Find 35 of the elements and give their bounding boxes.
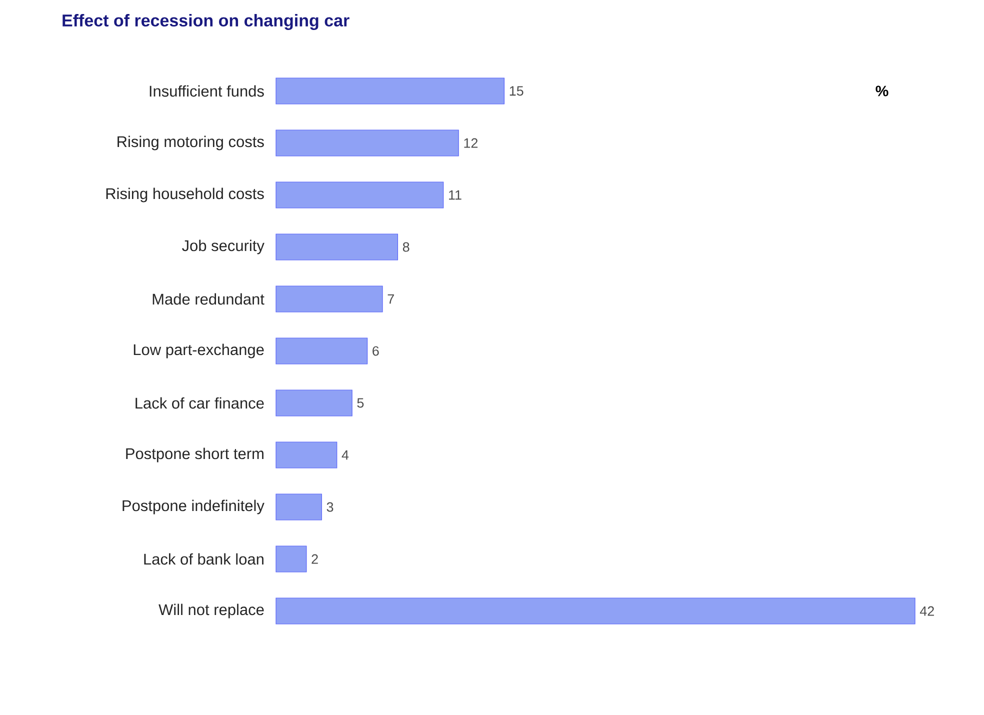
bar	[276, 494, 322, 520]
data-label: 15	[510, 86, 524, 96]
bar	[276, 338, 368, 364]
bar	[276, 598, 916, 624]
bar	[276, 182, 444, 208]
y-tick-label: Low part-exchange	[134, 344, 264, 358]
chart-title: Effect of recession on changing car	[62, 14, 350, 30]
y-tick-label: Lack of bank loan	[144, 553, 264, 565]
data-label: 3	[326, 502, 334, 512]
bar	[276, 78, 505, 104]
data-label: 5	[357, 398, 364, 408]
bar	[276, 130, 459, 156]
bar	[276, 390, 352, 416]
bar	[276, 546, 307, 572]
bar	[276, 286, 383, 312]
data-label: 42	[920, 606, 934, 616]
data-label: 6	[372, 346, 379, 356]
y-tick-label: Insufficient funds	[150, 85, 264, 97]
bar	[276, 234, 398, 260]
y-tick-label: Rising household costs	[106, 188, 264, 202]
y-tick-label: Postpone short term	[126, 448, 264, 462]
y-tick-label: Will not replace	[158, 604, 264, 618]
data-label: 11	[449, 190, 462, 200]
y-tick-label: Lack of car finance	[136, 397, 264, 409]
y-tick-label: Rising motoring costs	[118, 136, 264, 150]
data-label: 2	[312, 554, 318, 564]
data-label: 8	[402, 242, 410, 252]
data-label: 12	[464, 138, 478, 148]
annotation: %	[876, 86, 888, 96]
bar	[276, 442, 338, 468]
data-label: 4	[342, 450, 349, 460]
y-tick-label: Postpone indefinitely	[122, 500, 264, 514]
y-tick-label: Made redundant	[152, 293, 264, 305]
data-label: 7	[388, 294, 394, 304]
y-tick-label: Job security	[182, 240, 264, 254]
